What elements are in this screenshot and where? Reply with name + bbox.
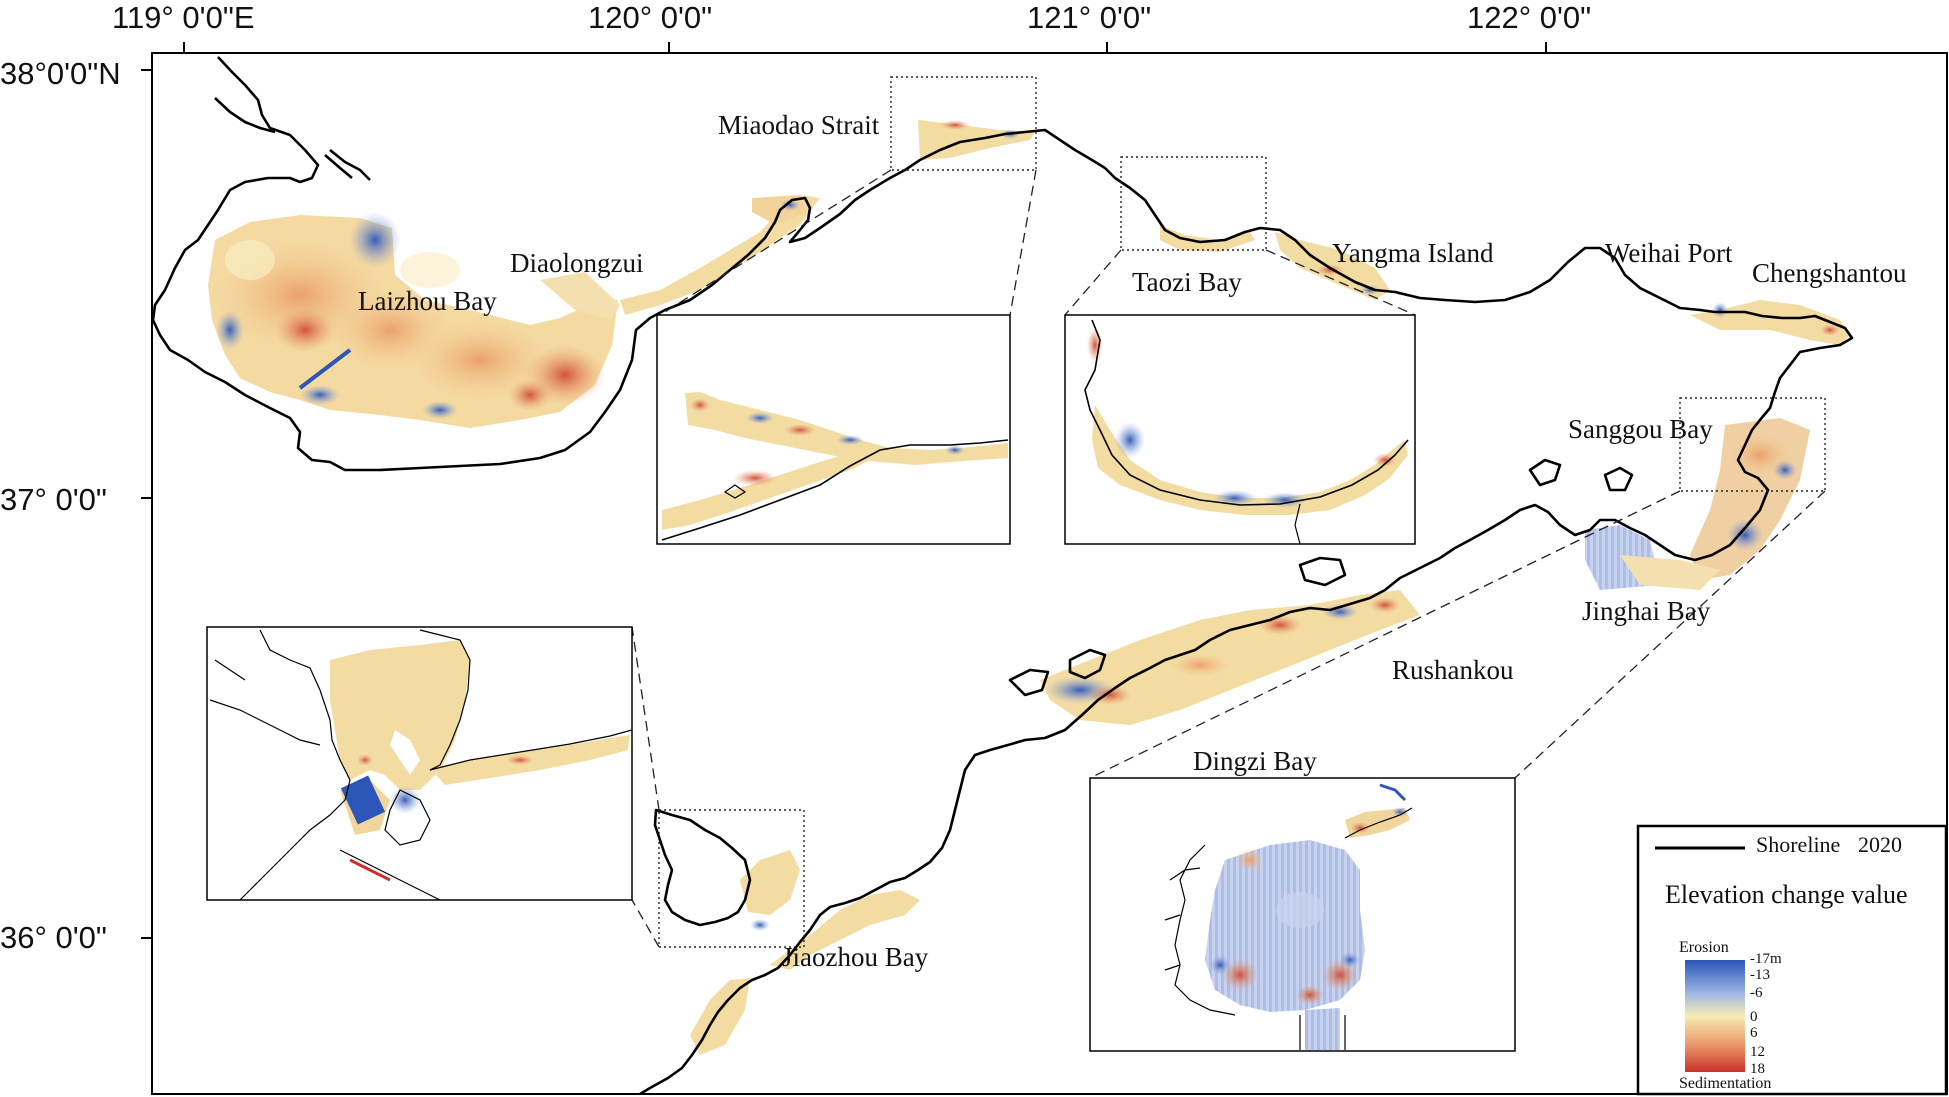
lat-label-37: 37° 0'0": [0, 482, 107, 517]
place-laizhou-bay: Laizhou Bay: [358, 286, 497, 316]
legend-title: Elevation change value: [1665, 880, 1908, 909]
legend-shoreline-year: 2020: [1858, 832, 1902, 857]
map-frame: [151, 52, 1948, 1095]
inset-jiaozhou-bay: [206, 626, 633, 901]
legend-tick: 12: [1750, 1044, 1765, 1060]
lon-label-119: 119° 0'0"E: [112, 0, 255, 35]
box-jiaozhou-bay: [658, 809, 805, 948]
place-dingzi-bay: Dingzi Bay: [1193, 746, 1317, 776]
inset-leader-lines: [631, 169, 1826, 948]
place-chengshantou: Chengshantou: [1752, 258, 1907, 288]
inset-miaodao-strait: [656, 314, 1011, 545]
place-yangma-island: Yangma Island: [1332, 238, 1494, 268]
inset-taozi-bay: [1064, 314, 1416, 545]
legend-tick: 0: [1750, 1009, 1758, 1025]
box-sanggou-bay: [1679, 397, 1826, 492]
lat-label-36: 36° 0'0": [0, 920, 107, 955]
legend-shoreline-label: Shoreline: [1756, 832, 1841, 857]
place-rushankou: Rushankou: [1392, 655, 1514, 685]
legend-sedimentation-label: Sedimentation: [1679, 1075, 1772, 1092]
place-diaolongzui: Diaolongzui: [510, 248, 644, 278]
inset-dingzi-bay: [1089, 777, 1516, 1052]
place-weihai-port: Weihai Port: [1605, 238, 1733, 268]
lon-label-120: 120° 0'0": [588, 0, 713, 35]
place-miaodao-strait: Miaodao Strait: [718, 110, 880, 140]
lat-label-38: 38°0'0"N: [0, 56, 121, 91]
lon-label-121: 121° 0'0": [1027, 0, 1152, 35]
place-taozi-bay: Taozi Bay: [1132, 267, 1242, 297]
laizhou-bay-elevation-field: [208, 212, 620, 428]
place-jinghai-bay: Jinghai Bay: [1582, 596, 1711, 626]
lon-label-122: 122° 0'0": [1467, 0, 1592, 35]
legend-tick: -17m: [1750, 951, 1782, 967]
study-area-boxes: [658, 76, 1826, 948]
legend-box: [1636, 824, 1948, 1096]
place-sanggou-bay: Sanggou Bay: [1568, 414, 1713, 444]
shoreline-2020: [151, 56, 1854, 1096]
legend-tick: 6: [1750, 1025, 1758, 1041]
legend-erosion-label: Erosion: [1679, 939, 1729, 956]
legend-tick: -13: [1750, 967, 1770, 983]
box-miaodao-strait: [890, 76, 1037, 171]
place-jiaozhou-bay: Jiaozhou Bay: [782, 942, 929, 972]
legend-color-ramp: [1685, 960, 1745, 1072]
legend-tick: -6: [1750, 985, 1763, 1001]
legend-tick: 18: [1750, 1061, 1765, 1077]
graticule-ticks: [141, 42, 1547, 939]
box-taozi-bay: [1120, 156, 1267, 251]
